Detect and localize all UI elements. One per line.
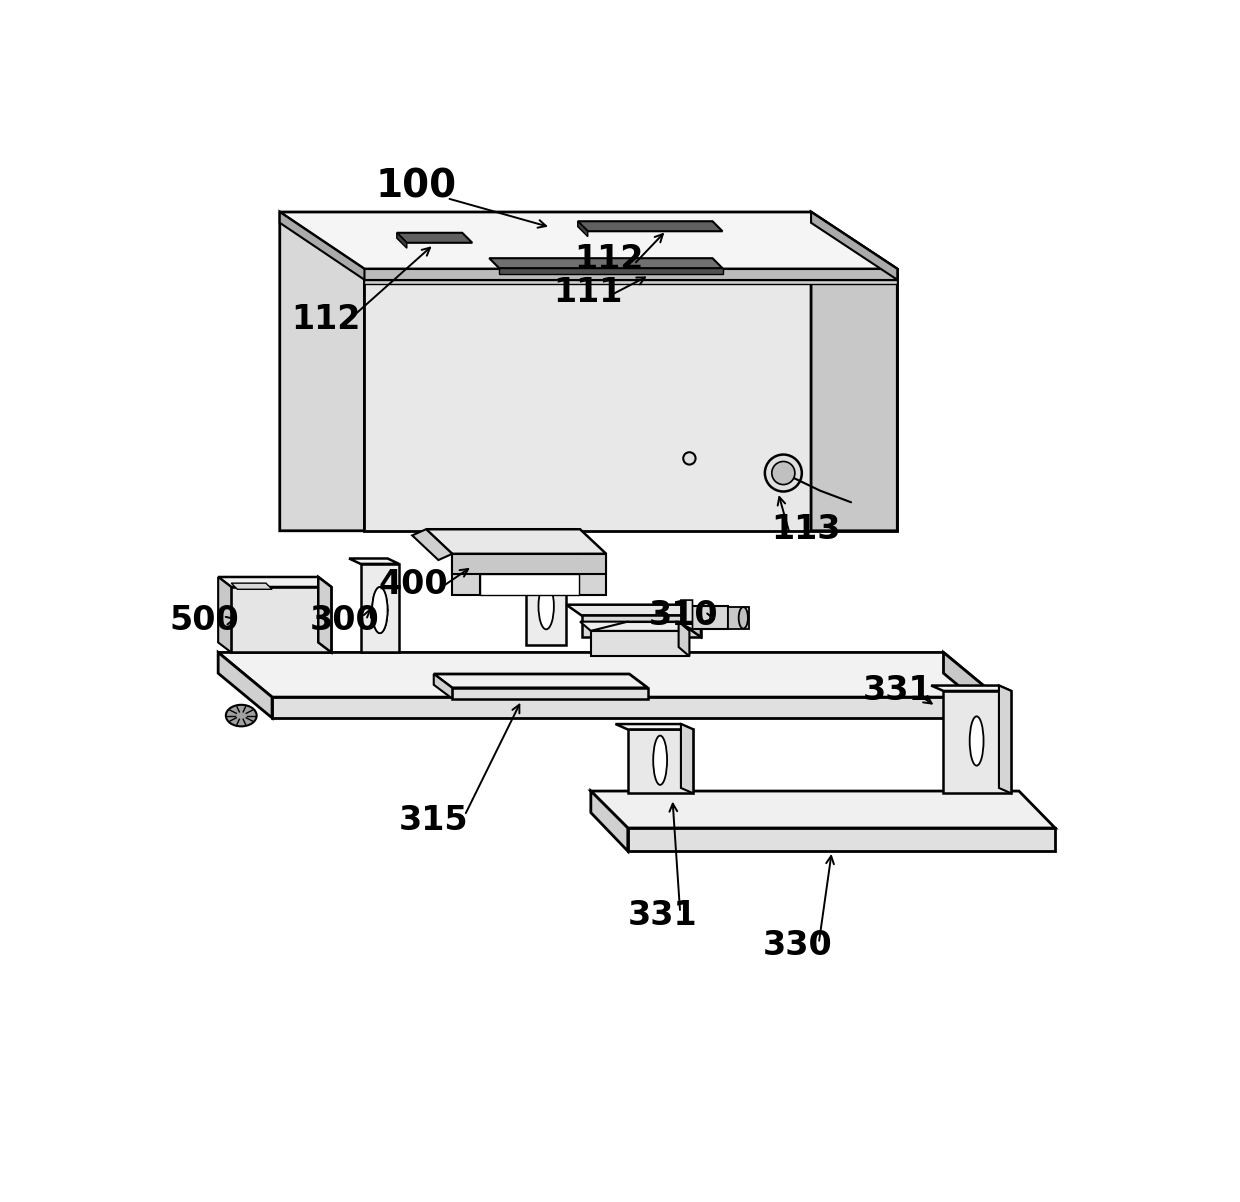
Polygon shape (231, 587, 331, 653)
Polygon shape (218, 653, 997, 697)
Text: 112: 112 (291, 303, 361, 337)
Polygon shape (579, 554, 606, 595)
Polygon shape (500, 268, 723, 274)
Polygon shape (526, 566, 567, 644)
Ellipse shape (226, 704, 257, 726)
Ellipse shape (765, 454, 802, 492)
Text: 500: 500 (170, 603, 239, 637)
Polygon shape (590, 791, 1055, 828)
Polygon shape (231, 583, 272, 589)
Polygon shape (590, 631, 689, 656)
Polygon shape (365, 269, 898, 531)
Polygon shape (582, 615, 701, 637)
Ellipse shape (538, 583, 554, 630)
Polygon shape (811, 212, 898, 531)
Polygon shape (578, 221, 723, 231)
Polygon shape (681, 600, 692, 630)
Ellipse shape (683, 452, 696, 464)
Polygon shape (434, 674, 647, 688)
Polygon shape (728, 607, 749, 629)
Text: 113: 113 (771, 513, 841, 546)
Polygon shape (361, 564, 399, 653)
Polygon shape (365, 280, 898, 285)
Polygon shape (515, 561, 567, 566)
Text: 100: 100 (376, 167, 456, 206)
Polygon shape (280, 212, 365, 280)
Polygon shape (578, 221, 588, 237)
Polygon shape (453, 554, 480, 595)
Ellipse shape (970, 716, 983, 766)
Polygon shape (480, 573, 579, 595)
Text: 331: 331 (863, 674, 932, 708)
Polygon shape (944, 653, 997, 718)
Polygon shape (397, 233, 472, 243)
Polygon shape (218, 653, 272, 718)
Polygon shape (678, 621, 689, 656)
Polygon shape (627, 828, 1055, 851)
Polygon shape (453, 554, 606, 573)
Polygon shape (280, 212, 898, 269)
Polygon shape (692, 606, 728, 630)
Text: 310: 310 (649, 599, 718, 632)
Ellipse shape (653, 736, 667, 785)
Polygon shape (434, 674, 453, 698)
Polygon shape (490, 258, 723, 268)
Polygon shape (567, 605, 701, 615)
Polygon shape (453, 688, 647, 698)
Polygon shape (686, 605, 701, 637)
Ellipse shape (372, 587, 388, 633)
Ellipse shape (739, 607, 748, 629)
Polygon shape (272, 697, 997, 718)
Polygon shape (931, 685, 1012, 691)
Polygon shape (811, 212, 898, 280)
Text: 315: 315 (399, 804, 469, 837)
Text: 300: 300 (310, 603, 379, 637)
Polygon shape (944, 691, 1012, 793)
Polygon shape (590, 791, 627, 851)
Polygon shape (365, 269, 898, 280)
Polygon shape (218, 577, 231, 653)
Polygon shape (427, 529, 606, 554)
Polygon shape (350, 559, 399, 564)
Polygon shape (218, 577, 331, 587)
Polygon shape (319, 577, 331, 653)
Polygon shape (580, 621, 689, 631)
Text: 400: 400 (379, 569, 449, 601)
Polygon shape (681, 724, 693, 793)
Polygon shape (999, 685, 1012, 793)
Polygon shape (397, 233, 407, 248)
Polygon shape (280, 212, 365, 531)
Text: 111: 111 (553, 275, 622, 309)
Text: 331: 331 (627, 899, 697, 933)
Ellipse shape (771, 462, 795, 484)
Text: 112: 112 (574, 243, 644, 276)
Polygon shape (627, 730, 693, 793)
Polygon shape (615, 724, 693, 730)
Text: 330: 330 (763, 928, 832, 962)
Polygon shape (412, 529, 453, 560)
